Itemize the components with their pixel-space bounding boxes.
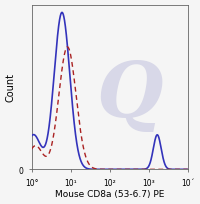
X-axis label: Mouse CD8a (53-6.7) PE: Mouse CD8a (53-6.7) PE <box>55 190 164 198</box>
Text: Q: Q <box>97 59 163 133</box>
Y-axis label: Count: Count <box>6 73 16 102</box>
